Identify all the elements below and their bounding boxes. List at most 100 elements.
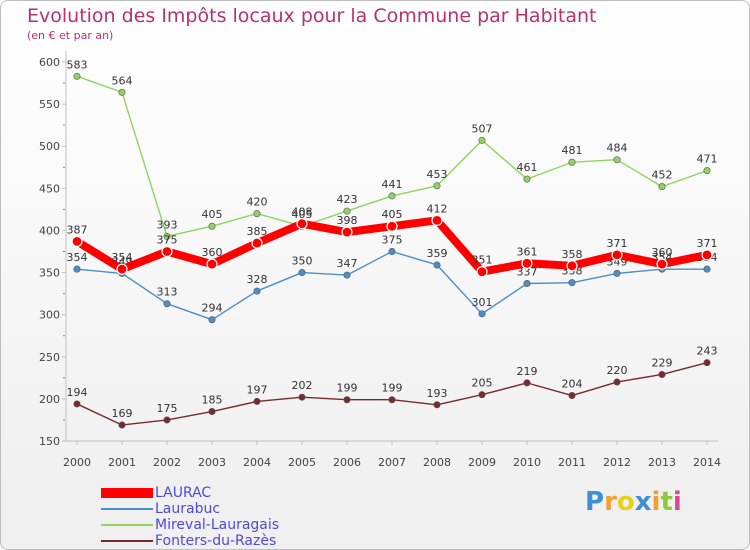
y-tick-label: 450: [39, 182, 60, 195]
data-label-3: 202: [292, 379, 313, 392]
data-label-0: 405: [382, 208, 403, 221]
data-point-1: [478, 310, 486, 318]
legend-label: Laurabuc: [155, 501, 221, 517]
legend-label: LAURAC: [155, 485, 212, 501]
data-label-0: 360: [652, 246, 673, 259]
legend-item: Mireval-Lauragais: [101, 517, 279, 533]
x-tick-label: 2014: [693, 456, 721, 469]
data-label-3: 194: [67, 386, 88, 399]
data-label-1: 294: [202, 302, 223, 315]
data-point-1: [343, 271, 351, 279]
data-label-2: 405: [202, 208, 223, 221]
x-tick-label: 2013: [648, 456, 676, 469]
chart-legend: LAURAC Laurabuc Mireval-Lauragais Fonters-d…: [101, 485, 279, 549]
data-label-2: 420: [247, 196, 268, 209]
data-point-0: [341, 226, 353, 238]
data-point-3: [613, 378, 621, 386]
logo-letter: x: [634, 487, 652, 517]
data-point-3: [523, 379, 531, 387]
x-tick-label: 2002: [153, 456, 181, 469]
x-tick-label: 2001: [108, 456, 136, 469]
data-point-3: [253, 397, 261, 405]
data-label-1: 354: [67, 251, 88, 264]
data-point-1: [433, 261, 441, 269]
x-tick-label: 2012: [603, 456, 631, 469]
data-label-3: 197: [247, 383, 268, 396]
data-label-1: 350: [292, 255, 313, 268]
data-point-3: [388, 396, 396, 404]
data-point-3: [298, 393, 306, 401]
x-tick-label: 2010: [513, 456, 541, 469]
data-point-1: [703, 265, 711, 273]
logo-letter: P: [585, 487, 605, 517]
legend-item: Fonters-du-Razès: [101, 533, 279, 549]
data-label-2: 471: [697, 153, 718, 166]
y-tick-label: 600: [39, 56, 60, 69]
data-point-0: [656, 258, 668, 270]
y-tick-label: 250: [39, 351, 60, 364]
data-point-1: [568, 279, 576, 287]
data-point-2: [478, 136, 486, 144]
data-point-0: [161, 245, 173, 258]
data-point-2: [703, 167, 711, 175]
legend-label: Fonters-du-Razès: [155, 533, 277, 549]
data-point-1: [523, 280, 531, 288]
data-point-0: [476, 266, 488, 278]
data-point-2: [343, 207, 351, 215]
data-label-1: 347: [337, 257, 358, 270]
data-point-0: [701, 249, 713, 261]
data-label-0: 398: [337, 214, 358, 227]
x-tick-label: 2005: [288, 456, 316, 469]
data-label-3: 220: [607, 364, 628, 377]
proxiti-logo: Proxiti: [585, 487, 682, 517]
data-point-3: [433, 401, 441, 409]
data-label-0: 412: [427, 202, 448, 215]
data-label-2: 583: [67, 58, 88, 71]
data-label-3: 229: [652, 356, 673, 369]
legend-swatch: [101, 488, 153, 498]
data-label-1: 359: [427, 247, 448, 260]
data-label-3: 199: [382, 382, 403, 395]
data-label-0: 375: [157, 234, 178, 247]
data-point-3: [478, 391, 486, 399]
y-tick-label: 400: [39, 224, 60, 237]
data-point-0: [521, 257, 533, 269]
data-label-0: 371: [607, 237, 628, 250]
data-label-2: 452: [652, 169, 673, 182]
data-point-3: [208, 408, 216, 416]
data-point-1: [613, 269, 621, 277]
data-label-1: 337: [517, 266, 538, 279]
data-point-0: [386, 220, 398, 232]
y-tick-label: 550: [39, 98, 60, 111]
logo-letter: t: [660, 487, 673, 517]
data-point-1: [388, 248, 396, 256]
x-tick-label: 2004: [243, 456, 271, 469]
data-label-0: 351: [472, 254, 493, 267]
legend-item: LAURAC: [101, 485, 279, 501]
data-label-2: 405: [292, 208, 313, 221]
data-label-2: 507: [472, 122, 493, 135]
legend-swatch: [101, 524, 153, 526]
data-point-2: [613, 156, 621, 164]
data-label-2: 564: [112, 74, 133, 87]
data-point-1: [73, 265, 81, 273]
data-label-2: 453: [427, 168, 448, 181]
data-label-0: 354: [112, 251, 133, 264]
data-point-0: [116, 263, 128, 275]
data-point-2: [568, 158, 576, 166]
data-label-3: 193: [427, 387, 448, 400]
data-label-2: 484: [607, 142, 628, 155]
data-point-2: [253, 210, 261, 218]
data-label-2: 461: [517, 161, 538, 174]
data-label-1: 313: [157, 286, 178, 299]
data-point-2: [388, 192, 396, 200]
data-point-2: [163, 232, 171, 240]
data-label-2: 481: [562, 144, 583, 157]
chart-subtitle: (en € et par an): [27, 29, 114, 42]
logo-letter: i: [672, 487, 682, 517]
data-point-2: [73, 72, 81, 80]
y-tick-label: 350: [39, 267, 60, 280]
data-point-0: [611, 249, 623, 261]
logo-letter: i: [651, 487, 661, 517]
data-point-3: [658, 370, 666, 378]
